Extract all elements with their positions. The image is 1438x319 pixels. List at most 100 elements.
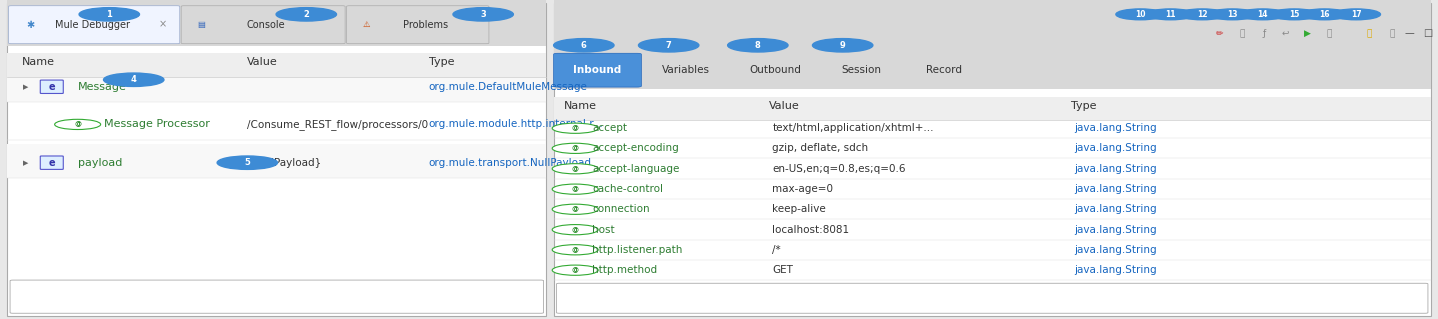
- Text: ×: ×: [158, 19, 167, 30]
- Text: e: e: [49, 82, 55, 92]
- Text: 2: 2: [303, 10, 309, 19]
- Text: @: @: [572, 206, 578, 212]
- Circle shape: [638, 39, 699, 52]
- Text: @: @: [572, 227, 578, 233]
- Circle shape: [217, 156, 278, 169]
- Text: ↩: ↩: [1281, 29, 1290, 38]
- Text: □: □: [1424, 28, 1432, 39]
- Text: org.mule.DefaultMuleMessage: org.mule.DefaultMuleMessage: [429, 82, 587, 92]
- Text: @: @: [572, 186, 578, 192]
- Text: java.lang.String: java.lang.String: [1074, 123, 1156, 133]
- Circle shape: [1116, 9, 1165, 20]
- Circle shape: [812, 39, 873, 52]
- Text: 3: 3: [480, 10, 486, 19]
- Circle shape: [554, 39, 614, 52]
- Text: 17: 17: [1350, 10, 1362, 19]
- Circle shape: [552, 245, 598, 255]
- Circle shape: [1146, 9, 1195, 20]
- Text: @: @: [572, 125, 578, 131]
- FancyBboxPatch shape: [7, 53, 546, 77]
- Circle shape: [1208, 9, 1257, 20]
- Text: java.lang.String: java.lang.String: [1074, 265, 1156, 275]
- Text: connection: connection: [592, 204, 650, 214]
- FancyBboxPatch shape: [347, 6, 489, 44]
- Text: GET: GET: [772, 265, 794, 275]
- Text: ⏸: ⏸: [1326, 29, 1332, 38]
- FancyBboxPatch shape: [7, 0, 546, 46]
- Text: Type: Type: [1071, 101, 1097, 111]
- Circle shape: [1300, 9, 1349, 20]
- FancyBboxPatch shape: [10, 280, 544, 313]
- Text: Console: Console: [247, 19, 285, 30]
- Circle shape: [1270, 9, 1319, 20]
- Circle shape: [55, 119, 101, 130]
- Text: @: @: [572, 267, 578, 273]
- Text: accept-encoding: accept-encoding: [592, 143, 679, 153]
- Circle shape: [1332, 9, 1380, 20]
- Text: @: @: [572, 145, 578, 151]
- Circle shape: [728, 39, 788, 52]
- Text: org.mule.module.http.internal.r...: org.mule.module.http.internal.r...: [429, 119, 604, 130]
- Text: Session: Session: [841, 65, 881, 75]
- Text: @: @: [75, 122, 81, 127]
- Text: 10: 10: [1135, 10, 1146, 19]
- Text: payload: payload: [78, 158, 122, 168]
- Circle shape: [552, 164, 598, 174]
- FancyBboxPatch shape: [554, 53, 641, 87]
- Text: ▶: ▶: [1304, 29, 1310, 38]
- Circle shape: [1178, 9, 1227, 20]
- Text: Type: Type: [429, 57, 454, 67]
- Text: Variables: Variables: [661, 65, 710, 75]
- Text: Record: Record: [926, 65, 962, 75]
- Text: cache-control: cache-control: [592, 184, 663, 194]
- Text: max-age=0: max-age=0: [772, 184, 833, 194]
- Text: ⏱: ⏱: [1366, 29, 1372, 38]
- FancyBboxPatch shape: [7, 3, 546, 316]
- Text: 15: 15: [1288, 10, 1300, 19]
- Text: Problems: Problems: [403, 19, 449, 30]
- FancyBboxPatch shape: [40, 156, 63, 169]
- Text: Name: Name: [564, 101, 597, 111]
- Text: ▤: ▤: [197, 20, 206, 29]
- Text: 16: 16: [1319, 10, 1330, 19]
- Text: 9: 9: [840, 41, 846, 50]
- Text: 1: 1: [106, 10, 112, 19]
- Text: ⬜: ⬜: [1389, 29, 1395, 38]
- Text: ▶: ▶: [23, 84, 29, 90]
- Text: java.lang.String: java.lang.String: [1074, 245, 1156, 255]
- Text: text/html,application/xhtml+...: text/html,application/xhtml+...: [772, 123, 933, 133]
- Circle shape: [552, 123, 598, 133]
- FancyBboxPatch shape: [554, 97, 1431, 120]
- Text: Value: Value: [769, 101, 800, 111]
- Text: ⚠: ⚠: [362, 20, 371, 29]
- Text: java.lang.String: java.lang.String: [1074, 164, 1156, 174]
- Text: ƒ: ƒ: [1263, 29, 1265, 38]
- Circle shape: [79, 8, 139, 21]
- Text: en-US,en;q=0.8,es;q=0.6: en-US,en;q=0.8,es;q=0.6: [772, 164, 906, 174]
- Text: /Consume_REST_flow/processors/0: /Consume_REST_flow/processors/0: [247, 119, 429, 130]
- Text: 14: 14: [1257, 10, 1268, 19]
- Text: ✏: ✏: [1215, 29, 1224, 38]
- Text: ⬜: ⬜: [1240, 29, 1245, 38]
- Text: java.lang.String: java.lang.String: [1074, 204, 1156, 214]
- Text: @: @: [572, 247, 578, 253]
- FancyBboxPatch shape: [7, 68, 546, 102]
- FancyBboxPatch shape: [7, 144, 546, 178]
- Text: 6: 6: [581, 41, 587, 50]
- FancyBboxPatch shape: [554, 0, 1431, 89]
- Text: accept-language: accept-language: [592, 164, 680, 174]
- Text: ✱: ✱: [26, 19, 35, 30]
- Text: 11: 11: [1165, 10, 1176, 19]
- Text: 7: 7: [666, 41, 672, 50]
- FancyBboxPatch shape: [181, 6, 345, 44]
- Text: Value: Value: [247, 57, 278, 67]
- FancyBboxPatch shape: [40, 80, 63, 93]
- Text: Name: Name: [22, 57, 55, 67]
- Text: org.mule.transport.NullPayload: org.mule.transport.NullPayload: [429, 158, 591, 168]
- Text: gzip, deflate, sdch: gzip, deflate, sdch: [772, 143, 869, 153]
- Text: e: e: [49, 158, 55, 168]
- Text: 12: 12: [1196, 10, 1208, 19]
- Text: 5: 5: [244, 158, 250, 167]
- Text: Outbound: Outbound: [749, 65, 802, 75]
- Text: accept: accept: [592, 123, 627, 133]
